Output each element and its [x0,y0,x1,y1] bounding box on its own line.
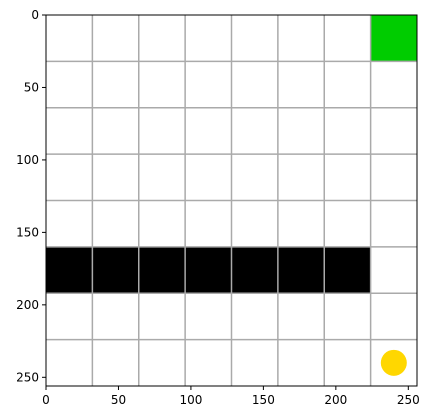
y-tick-label: 250 [16,370,39,384]
wall-cell [138,246,186,294]
y-axis: 0 50 100 150 200 250 [16,8,46,384]
wall-cell [277,246,325,294]
agent-token [380,349,407,376]
y-tick-label: 150 [16,225,39,239]
y-tick-label: 50 [24,80,39,94]
wall-cell [324,246,371,294]
y-tick-label: 200 [16,298,39,312]
x-tick-label: 50 [111,393,126,407]
x-tick-label: 0 [42,393,50,407]
x-tick-label: 100 [179,393,202,407]
plot-area [45,14,418,387]
wall-cell [46,246,93,294]
wall-cell [92,246,139,294]
x-tick-label: 250 [397,393,420,407]
x-tick-label: 200 [324,393,347,407]
x-tick-label: 150 [252,393,275,407]
y-tick-label: 0 [31,8,39,22]
y-tick-label: 100 [16,153,39,167]
goal-cell [370,15,417,62]
wall-cell [231,246,278,294]
plot-frame [45,14,418,387]
wall-cell [185,246,232,294]
x-axis: 0 50 100 150 200 250 [42,386,420,407]
